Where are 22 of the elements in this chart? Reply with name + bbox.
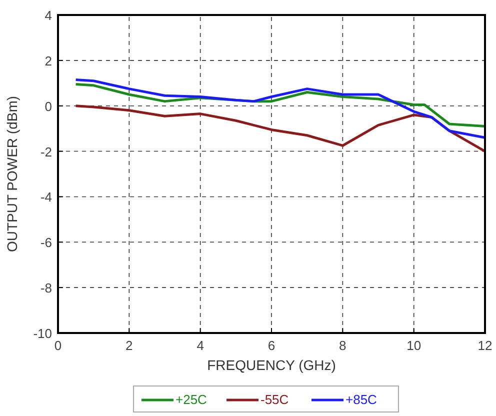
x-tick-label: 10 xyxy=(406,338,422,353)
y-tick-label: -8 xyxy=(40,280,52,296)
y-tick-label: -6 xyxy=(40,235,52,250)
x-tick-label: 2 xyxy=(126,338,133,353)
legend-label: +25C xyxy=(176,392,207,407)
legend-label: +85C xyxy=(346,392,377,407)
y-tick-label: -2 xyxy=(40,144,52,160)
y-tick-label: -10 xyxy=(33,326,52,341)
x-axis-title: FREQUENCY (GHz) xyxy=(207,357,336,373)
y-tick-label: 2 xyxy=(44,53,52,68)
line-series xyxy=(74,104,486,153)
y-tick-label: 4 xyxy=(44,8,52,23)
x-tick-label: 6 xyxy=(268,338,276,353)
y-tick-label: 0 xyxy=(44,98,52,114)
legend-label: -55C xyxy=(260,392,289,407)
y-tick-label: -4 xyxy=(40,190,52,205)
x-tick-label: 12 xyxy=(478,338,492,353)
line-series xyxy=(74,78,486,139)
y-axis-title: OUTPUT POWER (dBm) xyxy=(4,96,20,252)
x-tick-label: 4 xyxy=(196,338,204,353)
x-tick-label: 0 xyxy=(54,338,62,353)
x-tick-label: 8 xyxy=(339,338,346,353)
